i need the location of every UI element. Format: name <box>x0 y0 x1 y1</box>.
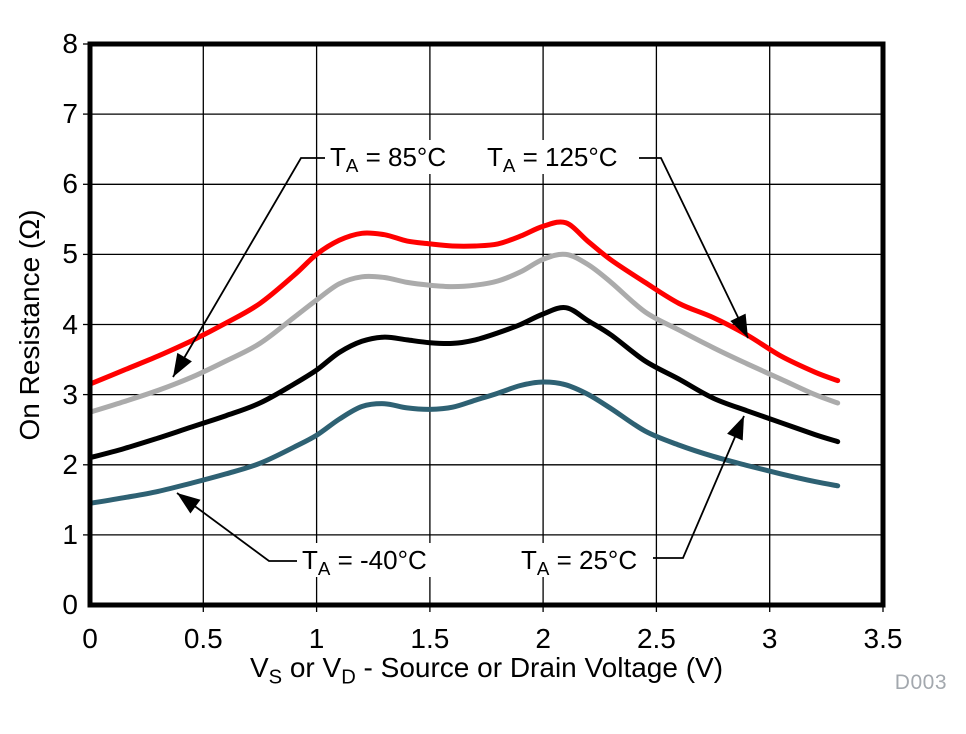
y-tick-label: 7 <box>62 98 78 130</box>
curve-ta-25c <box>87 305 841 461</box>
x-tick-label: 0 <box>82 623 98 654</box>
y-tick-label: 1 <box>62 518 78 550</box>
x-axis-label-part: or V <box>282 652 342 683</box>
x-tick-label: 2.5 <box>636 623 676 654</box>
y-tick-label: 3 <box>62 378 78 410</box>
y-tick-label: 4 <box>62 308 78 340</box>
x-tick-label: 1 <box>308 623 325 654</box>
annotation-subscript: A <box>536 558 550 580</box>
arrowhead-125c <box>730 313 748 338</box>
leader-line-n40c <box>176 492 298 562</box>
annotation-ta-85c: TA = 85°C <box>325 140 452 177</box>
x-axis-label-subscript: S <box>268 666 283 689</box>
y-tick-label: 0 <box>62 589 78 620</box>
annotation-subscript: A <box>317 558 331 580</box>
annotation-text: = 25°C <box>549 545 638 575</box>
annotation-subscript: A <box>502 155 516 177</box>
annotation-ta-25c: TA = 25°C <box>516 543 643 580</box>
x-axis-label-part: V <box>249 652 269 683</box>
curve-ta-85c <box>87 251 841 415</box>
x-tick-label: 1.5 <box>410 623 450 654</box>
leader-line-25c <box>653 415 745 559</box>
annotation-ta-125c: TA = 125°C <box>482 140 623 177</box>
x-tick-label: 0.5 <box>183 623 223 654</box>
x-tick-label: 2 <box>535 623 551 654</box>
annotation-subscript: A <box>345 155 359 177</box>
curve-ta-125c <box>87 219 841 387</box>
x-tick-label: 3.5 <box>863 623 903 654</box>
leader-line-85c <box>172 157 327 378</box>
annotation-text: T <box>487 142 503 172</box>
annotation-text: T <box>302 545 318 575</box>
arrowhead-n40c <box>177 493 201 514</box>
curve-ta-n40c <box>87 379 841 506</box>
arrowhead-85c <box>173 352 192 377</box>
figure-code-label: D003 <box>894 671 947 694</box>
annotation-text: = 85°C <box>358 142 447 172</box>
x-axis-label: VS or VD - Source or Drain Voltage (V) <box>90 651 883 688</box>
y-tick-label: 2 <box>62 448 78 480</box>
annotation-text: = -40°C <box>330 545 427 575</box>
y-tick-label: 5 <box>62 238 78 270</box>
x-axis-label-part: - Source or Drain Voltage (V) <box>355 652 724 683</box>
plot-frame <box>87 41 886 608</box>
y-tick-label: 6 <box>62 168 78 200</box>
leader-line-125c <box>639 157 749 339</box>
x-tick-label: 3 <box>761 623 778 654</box>
arrowhead-25c <box>727 416 744 441</box>
y-tick-label: 8 <box>62 28 78 59</box>
x-axis-label-subscript: D <box>341 666 356 689</box>
annotation-ta-minus40c: TA = -40°C <box>297 543 432 580</box>
annotation-text: T <box>330 142 346 172</box>
annotation-text: = 125°C <box>515 142 618 172</box>
annotation-text: T <box>521 545 537 575</box>
